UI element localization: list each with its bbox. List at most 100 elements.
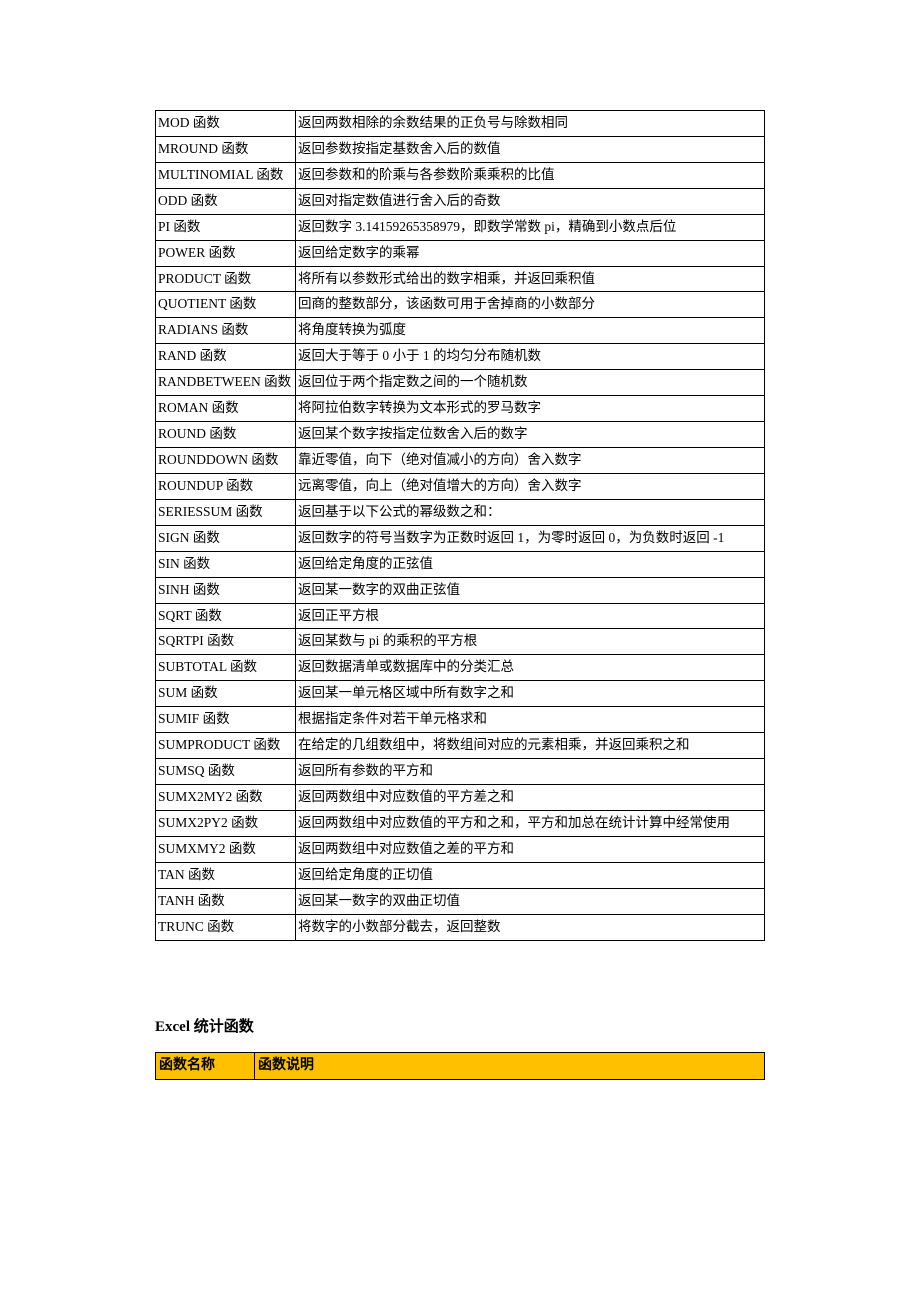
function-name-cell: SIN 函数 xyxy=(156,551,296,577)
function-desc-cell: 将所有以参数形式给出的数字相乘，并返回乘积值 xyxy=(296,266,765,292)
function-name-cell: PRODUCT 函数 xyxy=(156,266,296,292)
function-desc-cell: 返回参数按指定基数舍入后的数值 xyxy=(296,136,765,162)
table-row: RAND 函数返回大于等于 0 小于 1 的均匀分布随机数 xyxy=(156,344,765,370)
function-name-cell: SUMX2PY2 函数 xyxy=(156,810,296,836)
table-row: MULTINOMIAL 函数返回参数和的阶乘与各参数阶乘乘积的比值 xyxy=(156,162,765,188)
function-desc-cell: 返回正平方根 xyxy=(296,603,765,629)
function-desc-cell: 返回数字 3.14159265358979，即数学常数 pi，精确到小数点后位 xyxy=(296,214,765,240)
table-row: SUMPRODUCT 函数在给定的几组数组中，将数组间对应的元素相乘，并返回乘积… xyxy=(156,733,765,759)
function-desc-cell: 返回某一数字的双曲正弦值 xyxy=(296,577,765,603)
table-row: POWER 函数返回给定数字的乘幂 xyxy=(156,240,765,266)
function-desc-cell: 返回给定角度的正弦值 xyxy=(296,551,765,577)
function-name-cell: TANH 函数 xyxy=(156,888,296,914)
table-row: ROMAN 函数将阿拉伯数字转换为文本形式的罗马数字 xyxy=(156,396,765,422)
function-name-cell: TRUNC 函数 xyxy=(156,914,296,940)
function-desc-cell: 返回给定数字的乘幂 xyxy=(296,240,765,266)
table-row: SQRT 函数返回正平方根 xyxy=(156,603,765,629)
function-desc-cell: 返回两数组中对应数值之差的平方和 xyxy=(296,836,765,862)
function-desc-cell: 返回数据清单或数据库中的分类汇总 xyxy=(296,655,765,681)
function-name-cell: SERIESSUM 函数 xyxy=(156,499,296,525)
table-row: SERIESSUM 函数返回基于以下公式的幂级数之和： xyxy=(156,499,765,525)
function-desc-cell: 将数字的小数部分截去，返回整数 xyxy=(296,914,765,940)
function-name-cell: PI 函数 xyxy=(156,214,296,240)
section-title-stats: Excel 统计函数 xyxy=(155,1016,765,1039)
function-name-cell: SUMX2MY2 函数 xyxy=(156,784,296,810)
function-desc-cell: 返回两数组中对应数值的平方和之和，平方和加总在统计计算中经常使用 xyxy=(296,810,765,836)
table-row: MOD 函数返回两数相除的余数结果的正负号与除数相同 xyxy=(156,111,765,137)
function-name-cell: SUMPRODUCT 函数 xyxy=(156,733,296,759)
function-name-cell: SUBTOTAL 函数 xyxy=(156,655,296,681)
table-row: MROUND 函数返回参数按指定基数舍入后的数值 xyxy=(156,136,765,162)
table-row: TANH 函数返回某一数字的双曲正切值 xyxy=(156,888,765,914)
function-desc-cell: 靠近零值，向下（绝对值减小的方向）舍入数字 xyxy=(296,447,765,473)
function-desc-cell: 返回给定角度的正切值 xyxy=(296,862,765,888)
table-row: SUMX2PY2 函数返回两数组中对应数值的平方和之和，平方和加总在统计计算中经… xyxy=(156,810,765,836)
table-row: SINH 函数返回某一数字的双曲正弦值 xyxy=(156,577,765,603)
table-row: TRUNC 函数将数字的小数部分截去，返回整数 xyxy=(156,914,765,940)
function-desc-cell: 回商的整数部分，该函数可用于舍掉商的小数部分 xyxy=(296,292,765,318)
function-name-cell: RADIANS 函数 xyxy=(156,318,296,344)
table-row: ROUNDDOWN 函数靠近零值，向下（绝对值减小的方向）舍入数字 xyxy=(156,447,765,473)
table-row: RANDBETWEEN 函数返回位于两个指定数之间的一个随机数 xyxy=(156,370,765,396)
function-name-cell: SUM 函数 xyxy=(156,681,296,707)
table-row: SUBTOTAL 函数返回数据清单或数据库中的分类汇总 xyxy=(156,655,765,681)
function-desc-cell: 返回所有参数的平方和 xyxy=(296,759,765,785)
table-row: SIGN 函数返回数字的符号当数字为正数时返回 1，为零时返回 0，为负数时返回… xyxy=(156,525,765,551)
table-row: RADIANS 函数将角度转换为弧度 xyxy=(156,318,765,344)
function-desc-cell: 返回某一数字的双曲正切值 xyxy=(296,888,765,914)
function-name-cell: MOD 函数 xyxy=(156,111,296,137)
function-desc-cell: 返回基于以下公式的幂级数之和： xyxy=(296,499,765,525)
function-desc-cell: 将角度转换为弧度 xyxy=(296,318,765,344)
function-name-cell: ODD 函数 xyxy=(156,188,296,214)
stats-header-table: 函数名称 函数说明 xyxy=(155,1052,765,1080)
function-name-cell: SUMIF 函数 xyxy=(156,707,296,733)
function-table-1: MOD 函数返回两数相除的余数结果的正负号与除数相同MROUND 函数返回参数按… xyxy=(155,110,765,941)
function-name-cell: SQRTPI 函数 xyxy=(156,629,296,655)
function-desc-cell: 远离零值，向上（绝对值增大的方向）舍入数字 xyxy=(296,473,765,499)
table-row: SUMSQ 函数返回所有参数的平方和 xyxy=(156,759,765,785)
function-desc-cell: 返回两数组中对应数值的平方差之和 xyxy=(296,784,765,810)
table-row: SUM 函数返回某一单元格区域中所有数字之和 xyxy=(156,681,765,707)
function-name-cell: ROUND 函数 xyxy=(156,422,296,448)
function-desc-cell: 返回两数相除的余数结果的正负号与除数相同 xyxy=(296,111,765,137)
function-name-cell: QUOTIENT 函数 xyxy=(156,292,296,318)
function-desc-cell: 返回某一单元格区域中所有数字之和 xyxy=(296,681,765,707)
table-row: TAN 函数返回给定角度的正切值 xyxy=(156,862,765,888)
function-name-cell: ROMAN 函数 xyxy=(156,396,296,422)
stats-header-row: 函数名称 函数说明 xyxy=(156,1053,765,1080)
stats-header-col2: 函数说明 xyxy=(255,1053,765,1080)
function-name-cell: SUMSQ 函数 xyxy=(156,759,296,785)
table-row: PI 函数返回数字 3.14159265358979，即数学常数 pi，精确到小… xyxy=(156,214,765,240)
function-desc-cell: 返回某个数字按指定位数舍入后的数字 xyxy=(296,422,765,448)
function-name-cell: ROUNDUP 函数 xyxy=(156,473,296,499)
function-desc-cell: 在给定的几组数组中，将数组间对应的元素相乘，并返回乘积之和 xyxy=(296,733,765,759)
table-row: SQRTPI 函数返回某数与 pi 的乘积的平方根 xyxy=(156,629,765,655)
function-desc-cell: 返回数字的符号当数字为正数时返回 1，为零时返回 0，为负数时返回 -1 xyxy=(296,525,765,551)
table-row: SIN 函数返回给定角度的正弦值 xyxy=(156,551,765,577)
function-desc-cell: 返回某数与 pi 的乘积的平方根 xyxy=(296,629,765,655)
function-desc-cell: 返回位于两个指定数之间的一个随机数 xyxy=(296,370,765,396)
table-row: ROUNDUP 函数远离零值，向上（绝对值增大的方向）舍入数字 xyxy=(156,473,765,499)
function-table-1-body: MOD 函数返回两数相除的余数结果的正负号与除数相同MROUND 函数返回参数按… xyxy=(156,111,765,941)
table-row: SUMXMY2 函数返回两数组中对应数值之差的平方和 xyxy=(156,836,765,862)
table-row: QUOTIENT 函数回商的整数部分，该函数可用于舍掉商的小数部分 xyxy=(156,292,765,318)
function-desc-cell: 返回对指定数值进行舍入后的奇数 xyxy=(296,188,765,214)
function-name-cell: RANDBETWEEN 函数 xyxy=(156,370,296,396)
function-name-cell: SQRT 函数 xyxy=(156,603,296,629)
function-name-cell: POWER 函数 xyxy=(156,240,296,266)
table-row: ROUND 函数返回某个数字按指定位数舍入后的数字 xyxy=(156,422,765,448)
table-row: PRODUCT 函数将所有以参数形式给出的数字相乘，并返回乘积值 xyxy=(156,266,765,292)
function-desc-cell: 返回参数和的阶乘与各参数阶乘乘积的比值 xyxy=(296,162,765,188)
function-desc-cell: 根据指定条件对若干单元格求和 xyxy=(296,707,765,733)
function-name-cell: RAND 函数 xyxy=(156,344,296,370)
function-desc-cell: 返回大于等于 0 小于 1 的均匀分布随机数 xyxy=(296,344,765,370)
function-name-cell: SINH 函数 xyxy=(156,577,296,603)
function-name-cell: SUMXMY2 函数 xyxy=(156,836,296,862)
table-row: SUMIF 函数根据指定条件对若干单元格求和 xyxy=(156,707,765,733)
table-row: ODD 函数返回对指定数值进行舍入后的奇数 xyxy=(156,188,765,214)
function-name-cell: MULTINOMIAL 函数 xyxy=(156,162,296,188)
document-page: MOD 函数返回两数相除的余数结果的正负号与除数相同MROUND 函数返回参数按… xyxy=(0,0,920,1120)
function-name-cell: TAN 函数 xyxy=(156,862,296,888)
stats-header-col1: 函数名称 xyxy=(156,1053,255,1080)
function-name-cell: ROUNDDOWN 函数 xyxy=(156,447,296,473)
